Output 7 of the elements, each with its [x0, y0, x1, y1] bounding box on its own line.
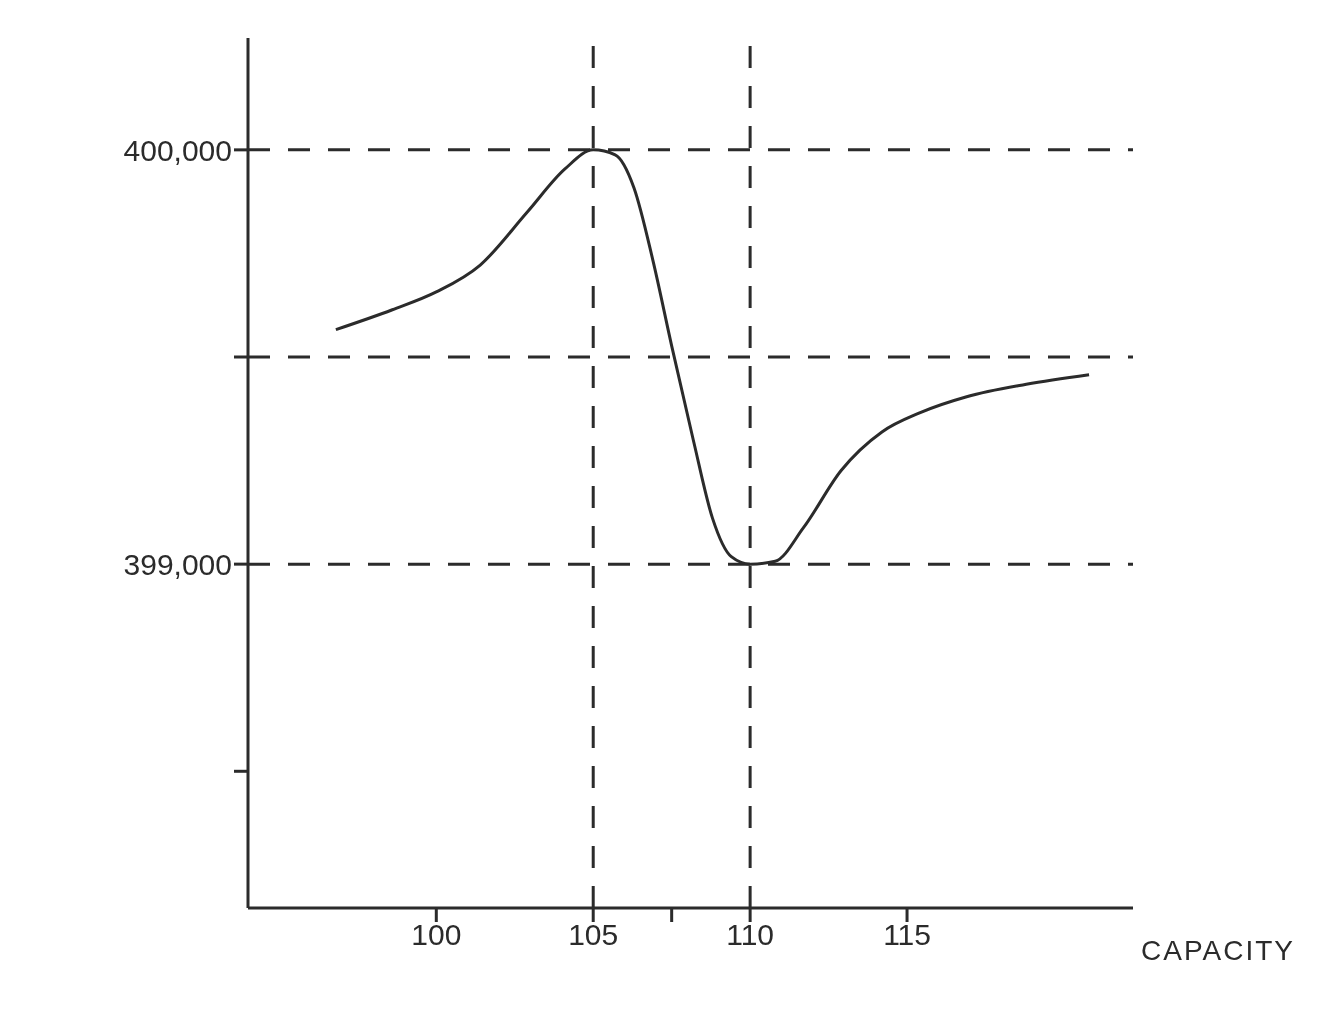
y-tick-label: 400,000	[123, 133, 232, 167]
x-axis-title: CAPACITY	[1141, 935, 1295, 966]
x-tick-label: 100	[411, 918, 462, 952]
x-tick-label: 110	[726, 918, 775, 952]
x-tick-label: 105	[568, 918, 619, 952]
x-tick-label: 115	[883, 918, 931, 952]
y-tick-label: 399,000	[123, 547, 232, 581]
